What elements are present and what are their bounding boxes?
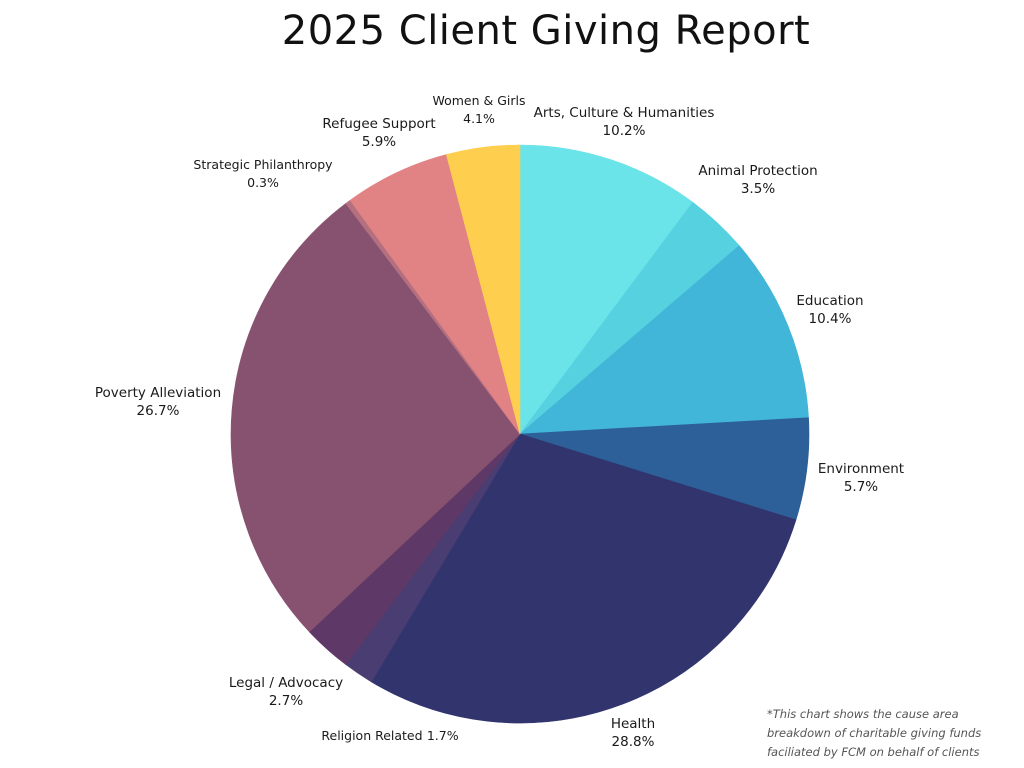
slice-value: 5.7% <box>843 479 879 495</box>
slice-label-strategic-philanthropy: Strategic Philanthropy 0.3% <box>193 156 332 192</box>
pie-slice-education <box>519 245 809 435</box>
slice-name: Women & Girls <box>432 93 526 108</box>
footnote-line: faciliated by FCM on behalf of clients <box>767 745 980 759</box>
pie-slice-arts-culture-humanities <box>519 144 694 435</box>
slice-label-refugee-support: Refugee Support 5.9% <box>322 115 435 151</box>
footnote: *This chart shows the cause area breakdo… <box>767 705 1017 762</box>
slice-name: Religion Related <box>321 728 423 743</box>
pie-slice-poverty-alleviation <box>230 203 521 633</box>
pie-slice-health <box>370 433 797 724</box>
slice-label-poverty-alleviation: Poverty Alleviation 26.7% <box>95 384 221 420</box>
slice-name: Refugee Support <box>322 116 436 132</box>
slice-label-environment: Environment 5.7% <box>818 460 904 496</box>
slice-name: Education <box>796 293 864 309</box>
slice-value: 2.7% <box>268 693 304 709</box>
footnote-line: breakdown of charitable giving funds <box>767 726 982 740</box>
slice-label-education: Education 10.4% <box>796 292 863 328</box>
slice-value: 10.2% <box>602 123 646 139</box>
chart-title: 2025 Client Giving Report <box>281 8 811 54</box>
slice-value: 3.5% <box>740 181 776 197</box>
pie-slice-women-girls <box>446 144 521 435</box>
slice-name: Arts, Culture & Humanities <box>533 105 715 121</box>
slice-value: 5.9% <box>361 134 397 150</box>
slice-name: Environment <box>817 461 905 477</box>
slice-value: 28.8% <box>611 734 655 750</box>
slice-value: 4.1% <box>463 111 495 126</box>
slice-value: 10.4% <box>808 311 852 327</box>
slice-label-arts-culture-humanities: Arts, Culture & Humanities 10.2% <box>534 104 715 140</box>
slice-name: Health <box>610 716 656 732</box>
slice-value: 1.7% <box>426 728 459 743</box>
slice-name: Legal / Advocacy <box>228 675 344 691</box>
slice-name: Strategic Philanthropy <box>193 157 333 172</box>
slice-label-legal-advocacy: Legal / Advocacy 2.7% <box>229 674 343 710</box>
slice-label-women-girls: Women & Girls 4.1% <box>432 92 525 128</box>
slice-value: 0.3% <box>247 175 279 190</box>
footnote-line: *This chart shows the cause area <box>767 707 959 721</box>
slice-label-animal-protection: Animal Protection 3.5% <box>698 162 817 198</box>
slice-value: 26.7% <box>136 403 180 419</box>
slice-name: Animal Protection <box>698 163 818 179</box>
slice-label-health: Health 28.8% <box>611 715 655 751</box>
slice-name: Poverty Alleviation <box>94 385 222 401</box>
slice-label-religion-related: Religion Related 1.7% <box>321 727 458 745</box>
